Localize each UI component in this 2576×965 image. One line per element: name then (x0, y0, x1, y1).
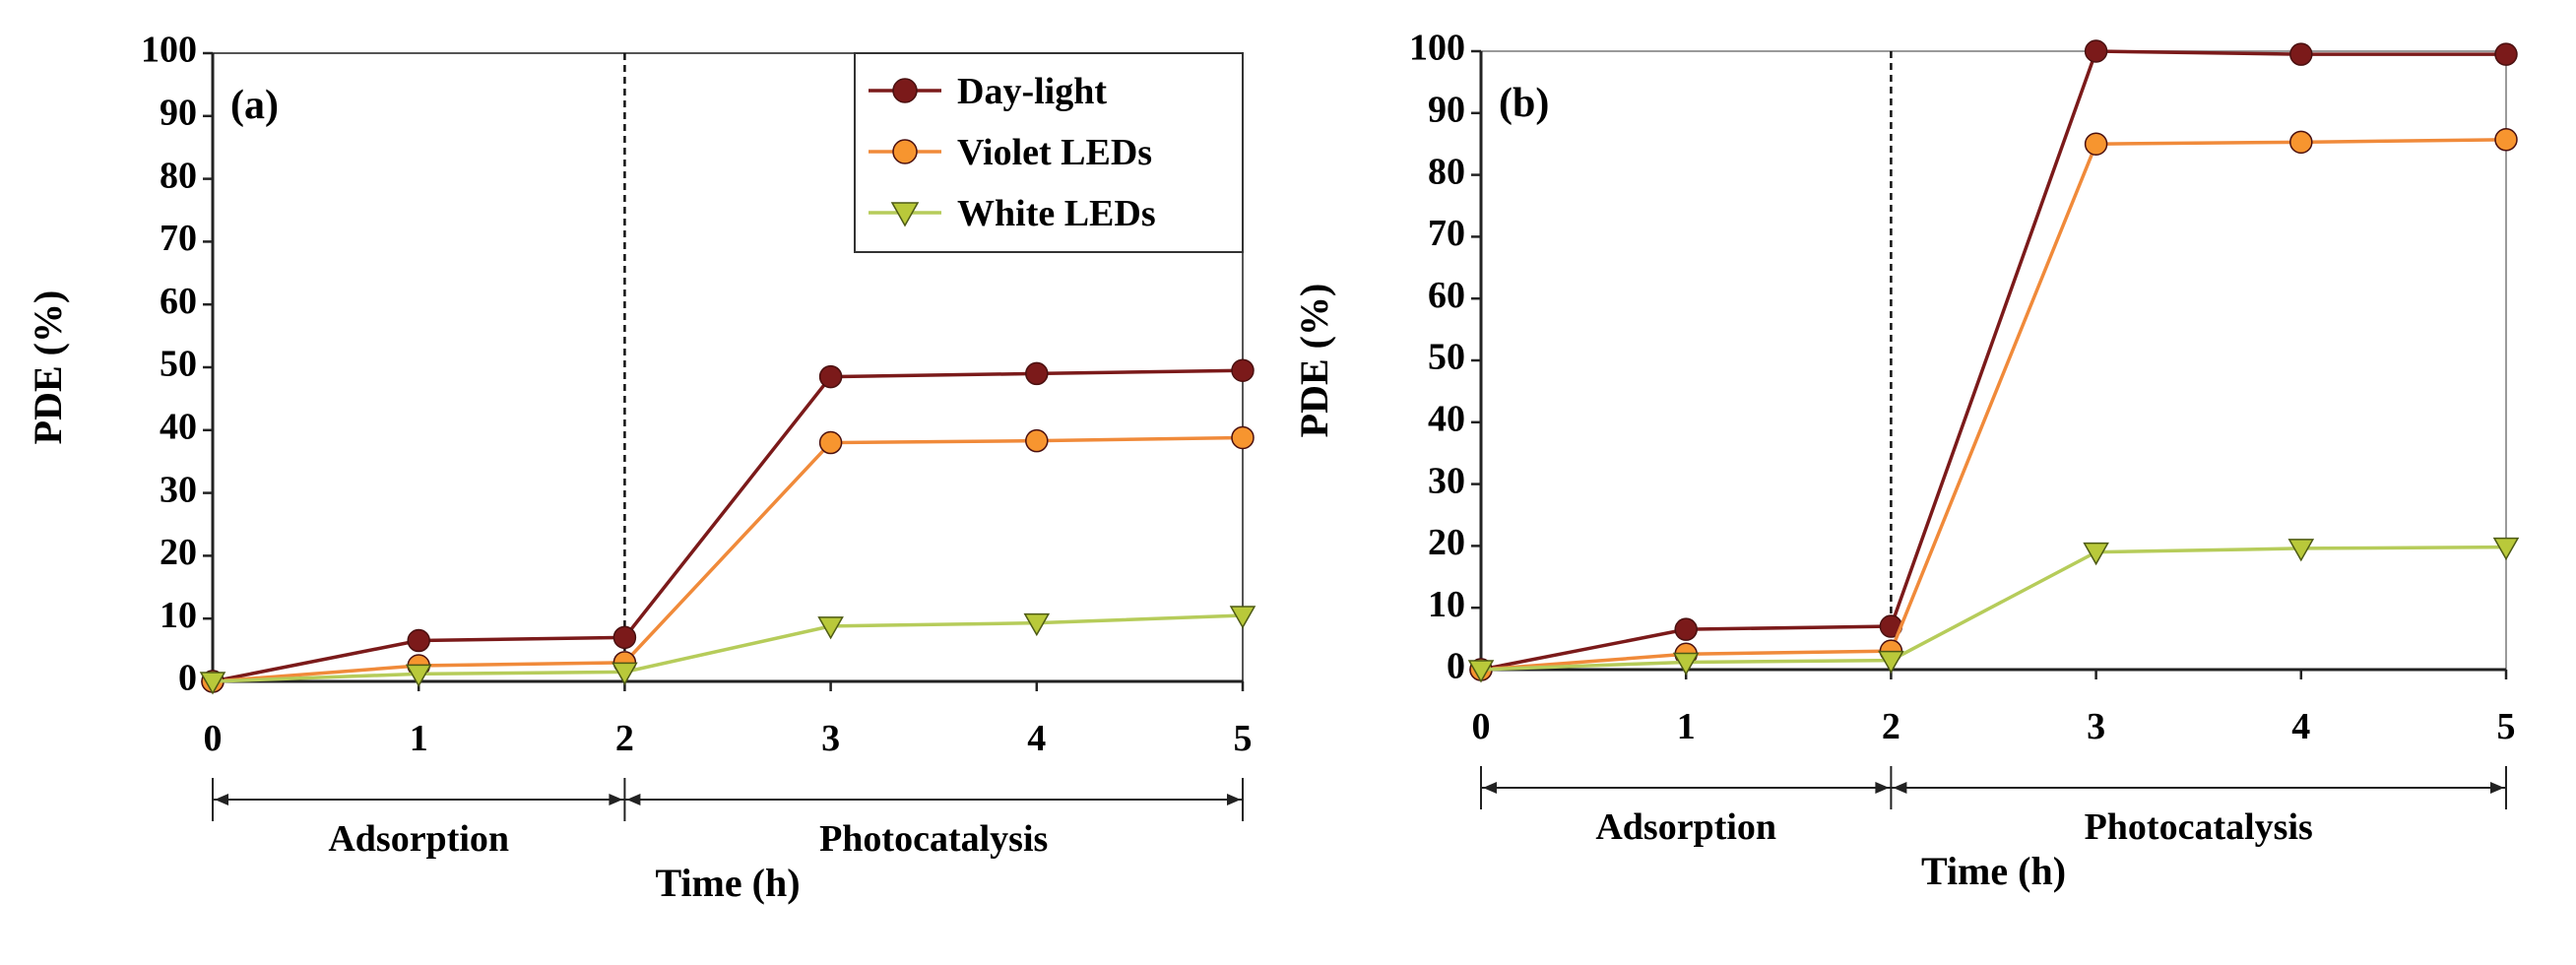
data-point (1025, 428, 1049, 453)
y-axis-title: PDE (%) (1292, 284, 1336, 438)
y-tick-label: 20 (160, 532, 197, 573)
y-tick-label: 0 (1447, 646, 1465, 687)
y-tick-label: 70 (160, 218, 197, 259)
x-tick-label: 1 (410, 718, 428, 759)
data-point (407, 628, 430, 653)
series-line (1480, 138, 2507, 672)
y-tick-label: 10 (1428, 584, 1465, 625)
data-point (1674, 617, 1698, 641)
x-tick-label: 5 (1234, 718, 1253, 759)
series-line (212, 368, 1244, 683)
y-tick-label: 30 (1428, 460, 1465, 501)
x-tick-label: 2 (615, 718, 634, 759)
arrow-left (215, 794, 228, 805)
data-point (2494, 42, 2518, 66)
data-point (818, 430, 843, 455)
data-point (1229, 606, 1256, 629)
y-tick-label: 10 (160, 595, 197, 636)
y-tick-label: 40 (160, 407, 197, 448)
arrow-left (626, 794, 641, 805)
x-tick-label: 4 (2291, 706, 2310, 747)
y-tick-label: 0 (178, 658, 197, 699)
data-point (2289, 130, 2313, 155)
y-tick-label: 70 (1428, 213, 1465, 254)
data-point (405, 664, 432, 687)
y-tick-label: 90 (160, 93, 197, 134)
arrow-left (1893, 782, 1907, 794)
data-point (1231, 425, 1255, 450)
data-point (817, 616, 844, 640)
y-tick-label: 60 (1428, 275, 1465, 316)
y-tick-label: 100 (141, 30, 197, 71)
arrow-right (1875, 782, 1890, 794)
arrow-right (2490, 782, 2504, 794)
y-tick-label: 50 (160, 344, 197, 385)
arrow-right (1227, 794, 1241, 805)
legend-label: Violet LEDs (957, 132, 1152, 173)
y-axis-title: PDE (%) (26, 290, 70, 445)
x-tick-label: 3 (2087, 706, 2105, 747)
y-tick-label: 30 (160, 469, 197, 510)
data-point (2084, 132, 2108, 156)
data-point (2083, 542, 2109, 566)
x-tick-label: 4 (1027, 718, 1046, 759)
legend: Day-light Violet LEDs White LEDs (854, 52, 1244, 253)
x-tick-label: 3 (821, 718, 840, 759)
phase-label: Photocatalysis (819, 818, 1048, 860)
x-tick-label: 1 (1677, 706, 1696, 747)
data-point (2084, 39, 2108, 63)
x-tick-label: 0 (1472, 706, 1491, 747)
series-line (212, 435, 1244, 683)
chart-panel-b: 0 10 20 30 40 50 60 70 80 90 100 0 1 2 3 4 5 PDE (%) (b) Ad… (1292, 28, 2520, 893)
legend-marker (892, 139, 918, 164)
series-line (212, 613, 1244, 683)
y-tick-label: 20 (1428, 522, 1465, 563)
arrow-right (609, 794, 623, 805)
phase-label: Adsorption (328, 818, 509, 860)
phase-label: Photocatalysis (2085, 806, 2313, 848)
data-point (1023, 612, 1051, 637)
data-point (1878, 650, 1904, 675)
y-tick-label: 40 (1428, 399, 1465, 440)
x-axis-title: Time (h) (655, 861, 800, 905)
phase-label: Adsorption (1595, 806, 1776, 848)
legend-label: White LEDs (957, 193, 1156, 234)
x-axis-title: Time (h) (1921, 849, 2066, 893)
x-tick-label: 5 (2497, 706, 2516, 747)
data-point (818, 364, 843, 389)
data-point (2287, 539, 2315, 562)
chart-panel-a: 0 10 20 30 40 50 60 70 80 90 100 0 1 2 3 4 5 PDE (%) (a) Ad… (26, 30, 1256, 905)
y-tick-label: 50 (1428, 337, 1465, 378)
series-line (1480, 545, 2507, 672)
series-line (1480, 49, 2506, 672)
legend-marker (890, 202, 920, 227)
x-tick-label: 0 (204, 718, 223, 759)
arrow-left (1483, 782, 1497, 794)
data-point (612, 625, 637, 650)
data-point (2494, 128, 2518, 152)
data-point (1025, 361, 1049, 386)
plot-frame (1480, 50, 2507, 671)
data-point (2492, 537, 2520, 561)
legend-label: Day-light (957, 71, 1107, 112)
y-tick-label: 80 (1428, 151, 1465, 192)
y-tick-label: 90 (1428, 90, 1465, 131)
data-point (199, 672, 226, 695)
data-point (1672, 652, 1700, 676)
y-tick-label: 100 (1409, 28, 1465, 69)
data-point (1467, 660, 1495, 683)
x-tick-label: 2 (1882, 706, 1900, 747)
y-tick-label: 80 (160, 155, 197, 196)
legend-marker (892, 78, 918, 103)
panel-label: (b) (1499, 81, 1549, 126)
data-point (612, 662, 638, 685)
data-point (1231, 358, 1255, 382)
y-tick-label: 60 (160, 281, 197, 322)
panel-label: (a) (230, 83, 279, 128)
data-point (2289, 42, 2313, 66)
